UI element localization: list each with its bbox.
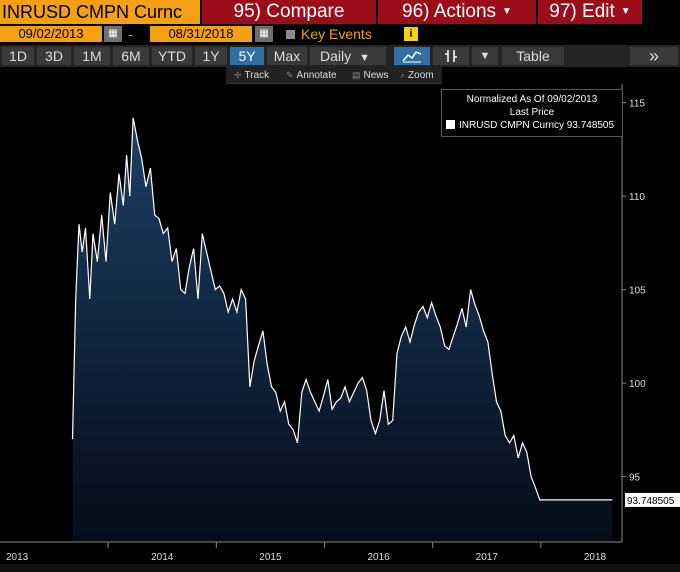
pencil-icon: ✎ [286,70,294,80]
zoom-label: Zoom [408,70,434,81]
period-3d-button[interactable]: 3D [37,47,71,65]
x-tick-label: 2018 [584,552,607,563]
period-1d-button[interactable]: 1D [2,47,34,65]
legend-normalized-text: Normalized As Of 09/02/2013 [466,94,598,105]
crosshair-icon: ✛ [234,70,242,80]
zoom-tool[interactable]: ⌕ Zoom [400,68,434,82]
chart-tools-bar: ✛ Track ✎ Annotate ▤ News ⌕ Zoom [226,67,442,84]
edit-button[interactable]: 97) Edit ▼ [538,0,642,24]
track-tool[interactable]: ✛ Track [234,68,269,82]
area-fill [72,117,613,542]
x-tick-label: 2017 [476,552,499,563]
news-icon: ▤ [352,70,361,80]
x-tick-label: 2014 [151,552,174,563]
x-tick-label: 2013 [6,552,29,563]
date-range-bar: 09/02/2013 ▦ - 08/31/2018 ▦ Key Events i [0,24,680,44]
annotate-label: Annotate [296,70,337,81]
y-tick-label: 110 [629,192,645,203]
period-toolbar: 1D 3D 1M 6M YTD 1Y 5Y Max Daily ▼ ▼ Table… [0,45,680,67]
legend-entry-label: INRUSD CMPN Curncy 93.748505 [459,120,615,131]
header-bar: INRUSD CMPN Curnc 95) Compare 96) Action… [0,0,680,24]
price-line [71,117,613,501]
actions-label: 96) Actions [402,1,497,23]
frequency-dropdown[interactable]: Daily ▼ [310,47,386,65]
calendar-icon[interactable]: ▦ [104,26,122,42]
news-label: News [363,70,389,81]
period-1y-button[interactable]: 1Y [195,47,227,65]
actions-button[interactable]: 96) Actions ▼ [378,0,536,24]
table-button[interactable]: Table [502,47,564,65]
chevron-down-icon[interactable]: ▼ [472,47,498,65]
legend-entry: INRUSD CMPN Curncy 93.748505 [446,120,614,131]
chevron-down-icon: ▼ [359,52,371,64]
compare-button[interactable]: 95) Compare [202,0,376,24]
frequency-label: Daily [320,48,352,64]
calendar-icon[interactable]: ▦ [255,26,273,42]
annotate-tool[interactable]: ✎ Annotate [286,68,337,82]
y-tick-label: 95 [629,473,641,484]
edit-label: 97) Edit [549,1,615,23]
line-chart-icon[interactable] [394,47,430,65]
x-tick-label: 2016 [367,552,390,563]
period-5y-button[interactable]: 5Y [230,47,264,65]
chevron-down-icon: ▼ [502,6,512,17]
y-tick-label: 100 [629,379,646,390]
last-value-box [625,492,680,507]
legend-price-type: Last Price [509,107,555,118]
info-icon[interactable]: i [404,27,418,41]
period-1m-button[interactable]: 1M [74,47,110,65]
y-tick-label: 105 [629,286,646,297]
start-date-input[interactable]: 09/02/2013 [0,26,102,42]
news-tool[interactable]: ▤ News [352,68,389,82]
key-events-checkbox[interactable] [286,30,295,39]
key-events-label: Key Events [301,26,372,42]
period-ytd-button[interactable]: YTD [152,47,192,65]
compare-label: 95) Compare [233,1,345,22]
y-tick-label: 115 [629,99,645,110]
last-value-label: 93.748505 [627,496,675,507]
track-label: Track [244,70,270,81]
candlestick-icon[interactable] [433,47,469,65]
chevron-down-icon: ▼ [620,6,631,17]
date-separator: - [128,26,133,42]
magnifier-icon: ⌕ [400,70,406,80]
bottom-status-strip [0,564,680,572]
legend-swatch [446,120,455,129]
chart-legend: Normalized As Of 09/02/2013 Last Price I… [441,89,623,137]
ticker-field[interactable]: INRUSD CMPN Curnc [0,0,200,24]
x-tick-label: 2015 [259,552,282,563]
end-date-input[interactable]: 08/31/2018 [150,26,252,42]
period-6m-button[interactable]: 6M [113,47,149,65]
period-max-button[interactable]: Max [267,47,307,65]
expand-button[interactable]: » [630,47,678,65]
